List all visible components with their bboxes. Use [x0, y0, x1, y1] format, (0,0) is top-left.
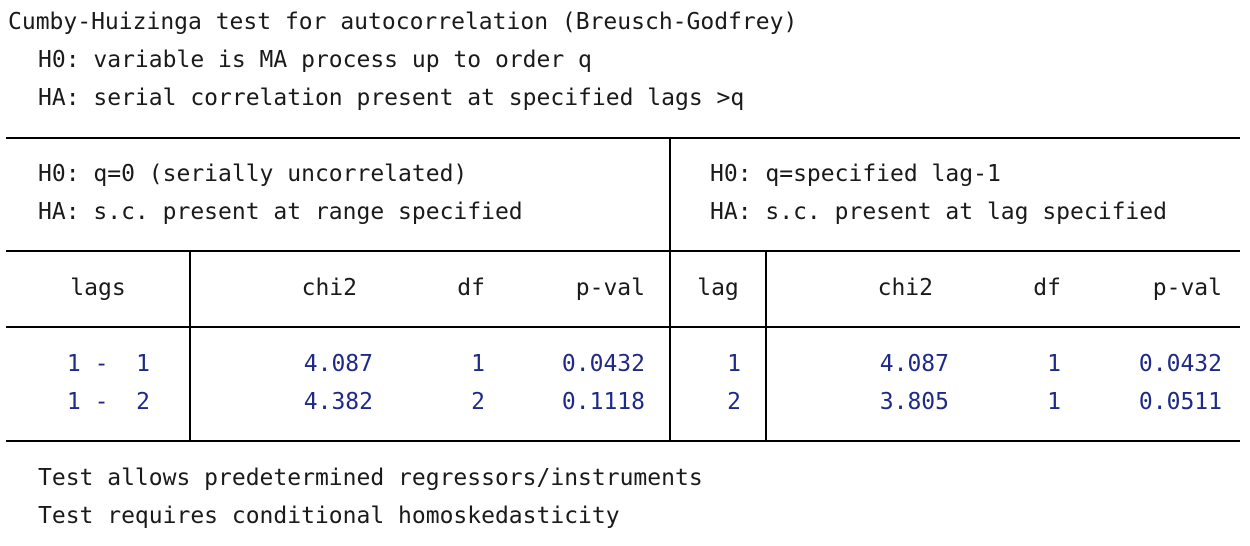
- row-pval-left: 0.0432: [561, 351, 645, 377]
- row-lags-range: 1 - 2: [66, 389, 150, 415]
- row-df-left: 2: [471, 389, 485, 415]
- row-df-left: 1: [471, 351, 485, 377]
- col-header-lag: lag: [697, 275, 739, 301]
- right-lag-divider: [765, 251, 767, 442]
- row-df-right: 1: [1047, 351, 1061, 377]
- note-homoskedasticity: Test requires conditional homoskedastici…: [38, 503, 620, 529]
- column-header-rule: [6, 326, 1240, 328]
- col-header-pval-right: p-val: [1152, 275, 1222, 301]
- col-header-chi2-right: chi2: [877, 275, 933, 301]
- col-header-df-left: df: [457, 275, 485, 301]
- row-lags-range: 1 - 1: [66, 351, 150, 377]
- col-header-df-right: df: [1033, 275, 1061, 301]
- row-chi2-right: 3.805: [879, 389, 949, 415]
- right-panel-h0: H0: q=specified lag-1: [710, 161, 1001, 187]
- col-header-chi2-left: chi2: [301, 275, 357, 301]
- row-pval-right: 0.0432: [1138, 351, 1222, 377]
- row-lag: 2: [727, 389, 741, 415]
- left-panel-h0: H0: q=0 (serially uncorrelated): [38, 161, 468, 187]
- row-df-right: 1: [1047, 389, 1061, 415]
- right-panel-ha: HA: s.c. present at lag specified: [710, 199, 1167, 225]
- panel-divider: [669, 138, 671, 442]
- col-header-lags: lags: [70, 275, 126, 301]
- left-panel-ha: HA: s.c. present at range specified: [38, 199, 523, 225]
- row-chi2-left: 4.087: [303, 351, 373, 377]
- table-top-rule: [6, 137, 1240, 139]
- left-lags-divider: [189, 251, 191, 442]
- panel-header-rule: [6, 250, 1240, 252]
- table-bottom-rule: [6, 440, 1240, 442]
- null-hypothesis: H0: variable is MA process up to order q: [38, 47, 592, 73]
- row-lag: 1: [727, 351, 741, 377]
- col-header-pval-left: p-val: [575, 275, 645, 301]
- alternative-hypothesis: HA: serial correlation present at specif…: [38, 85, 745, 111]
- row-pval-left: 0.1118: [561, 389, 645, 415]
- row-pval-right: 0.0511: [1138, 389, 1222, 415]
- row-chi2-left: 4.382: [303, 389, 373, 415]
- note-predetermined-regressors: Test allows predetermined regressors/ins…: [38, 465, 703, 491]
- row-chi2-right: 4.087: [879, 351, 949, 377]
- test-title: Cumby-Huizinga test for autocorrelation …: [8, 9, 798, 35]
